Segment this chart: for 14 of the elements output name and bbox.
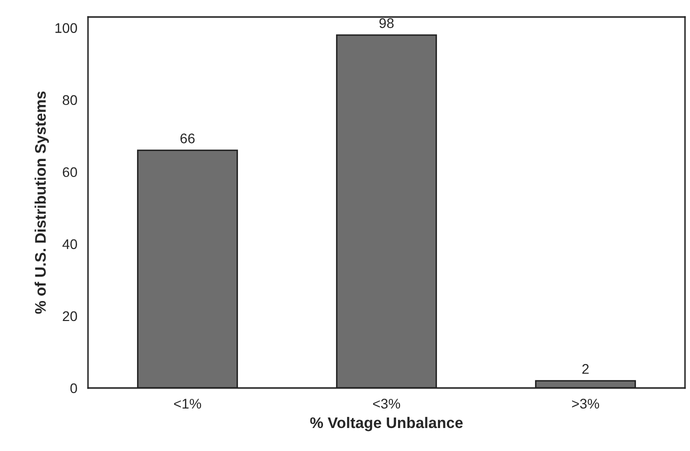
x-tick-label: <1%: [174, 398, 202, 409]
y-axis-title: % of U.S. Distribution Systems: [34, 91, 49, 314]
data-label: 66: [180, 134, 195, 144]
x-axis-title: % Voltage Unbalance: [310, 416, 463, 432]
y-tick-label: 0: [70, 383, 78, 394]
data-label: 98: [379, 18, 394, 28]
x-tick-label: >3%: [572, 398, 600, 409]
y-tick-label: 80: [62, 95, 78, 106]
data-label: 2: [582, 364, 589, 374]
y-tick-label: 20: [62, 311, 78, 322]
x-tick-label: <3%: [373, 398, 400, 409]
y-tick-label: 100: [55, 23, 78, 33]
y-tick-label: 60: [62, 167, 78, 178]
y-tick-label: 40: [62, 239, 78, 250]
